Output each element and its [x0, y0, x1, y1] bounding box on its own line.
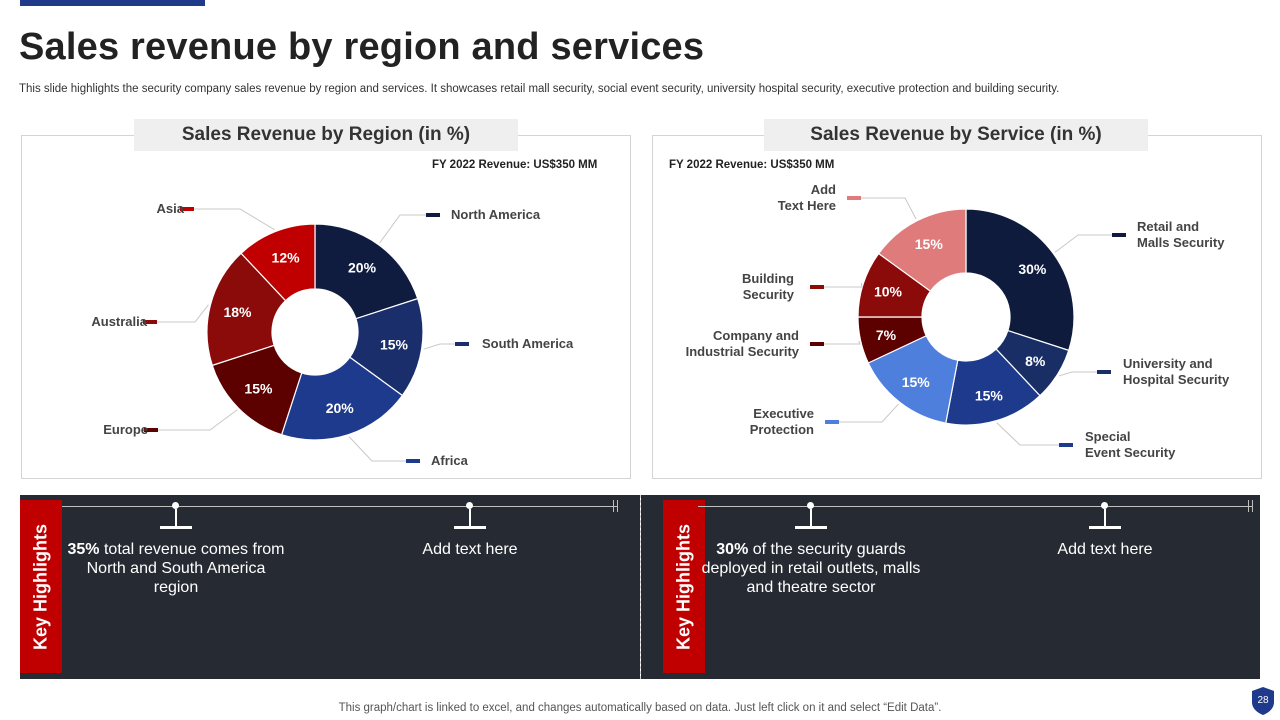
service-chart-title: Sales Revenue by Service (in %) [764, 119, 1148, 151]
key-highlights-text: Key Highlights [30, 523, 51, 650]
highlight-text: Add text here [422, 541, 518, 558]
timeline-end-mark [613, 500, 614, 512]
service-chart-panel [652, 135, 1262, 479]
region-revenue-annotation: FY 2022 Revenue: US$350 MM [432, 159, 598, 171]
key-highlights-label-right: Key Highlights [663, 500, 705, 673]
region-chart-title: Sales Revenue by Region (in %) [134, 119, 518, 151]
highlights-strip-left [20, 495, 640, 679]
top-accent-bar [20, 0, 205, 6]
highlight-text: 30% of the security guards deployed in r… [701, 541, 921, 596]
timeline-node-icon [160, 502, 192, 530]
timeline-right [698, 506, 1252, 507]
footer-note: This graph/chart is linked to excel, and… [338, 702, 942, 714]
slide-title: Sales revenue by region and services [19, 26, 705, 68]
timeline-end-mark [617, 500, 618, 512]
slide-subtitle: This slide highlights the security compa… [19, 83, 1060, 95]
page-number: 28 [1257, 695, 1269, 706]
region-chart-panel [21, 135, 631, 479]
key-highlights-label-left: Key Highlights [20, 500, 62, 673]
timeline-end-mark [1252, 500, 1253, 512]
key-highlights-text: Key Highlights [673, 523, 694, 650]
timeline-node-icon [795, 502, 827, 530]
highlight-text: Add text here [1057, 541, 1153, 558]
service-revenue-annotation: FY 2022 Revenue: US$350 MM [669, 159, 835, 171]
shield-icon [1252, 687, 1274, 715]
timeline-left [62, 506, 618, 507]
timeline-end-mark [1248, 500, 1249, 512]
highlight-text: 35% total revenue comes from North and S… [67, 541, 285, 596]
timeline-node-icon [1089, 502, 1121, 530]
timeline-node-icon [454, 502, 486, 530]
highlights-divider [640, 495, 641, 679]
highlights-strip-right [641, 495, 1260, 679]
page-number-badge: 28 [1250, 686, 1276, 716]
